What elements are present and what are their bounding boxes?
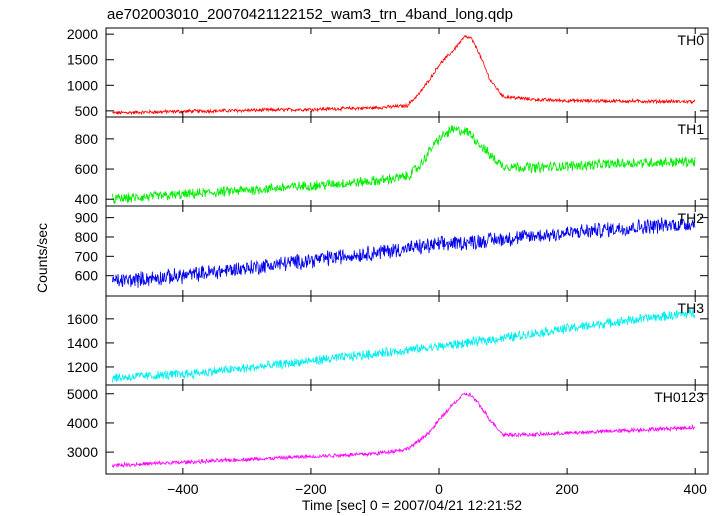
y-tick-label: 500 — [75, 103, 99, 119]
panel-frame — [105, 27, 709, 118]
x-axis-label: Time [sec] 0 = 2007/04/21 12:21:52 — [302, 497, 522, 513]
y-tick-label: 2000 — [67, 26, 98, 42]
y-tick-label: 600 — [75, 268, 99, 284]
y-tick-label: 900 — [75, 210, 99, 226]
y-tick-label: 1400 — [67, 335, 98, 351]
x-tick-label: 0 — [435, 481, 443, 497]
panel-label-th0: TH0 — [678, 32, 705, 48]
y-tick-label: 600 — [75, 161, 99, 177]
series-line-th0 — [112, 34, 696, 116]
x-tick-label: 200 — [555, 481, 579, 497]
y-tick-label: 1600 — [67, 311, 98, 327]
y-tick-label: 5000 — [67, 386, 98, 402]
series-line-th3 — [112, 308, 696, 383]
series-line-th2 — [112, 217, 696, 288]
x-tick-label: −200 — [295, 481, 327, 497]
y-tick-label: 800 — [75, 229, 99, 245]
series-line-th0123 — [112, 392, 696, 469]
y-tick-label: 400 — [75, 191, 99, 207]
panel-label-th1: TH1 — [678, 121, 705, 137]
y-tick-label: 1000 — [67, 77, 98, 93]
y-tick-label: 3000 — [67, 444, 98, 460]
chart-title: ae702003010_20070421122152_wam3_trn_4ban… — [107, 6, 513, 23]
panel-label-th2: TH2 — [678, 210, 705, 226]
y-tick-label: 800 — [75, 131, 99, 147]
y-tick-label: 4000 — [67, 415, 98, 431]
y-tick-label: 700 — [75, 248, 99, 264]
panel-label-th0123: TH0123 — [654, 389, 704, 405]
y-tick-label: 1500 — [67, 52, 98, 68]
panel-label-th3: TH3 — [678, 300, 705, 316]
series-line-th1 — [112, 125, 696, 205]
x-tick-label: 400 — [684, 481, 708, 497]
y-axis-label: Counts/sec — [34, 223, 50, 293]
x-tick-label: −400 — [167, 481, 199, 497]
panel-frame — [105, 384, 709, 475]
y-tick-label: 1200 — [67, 359, 98, 375]
